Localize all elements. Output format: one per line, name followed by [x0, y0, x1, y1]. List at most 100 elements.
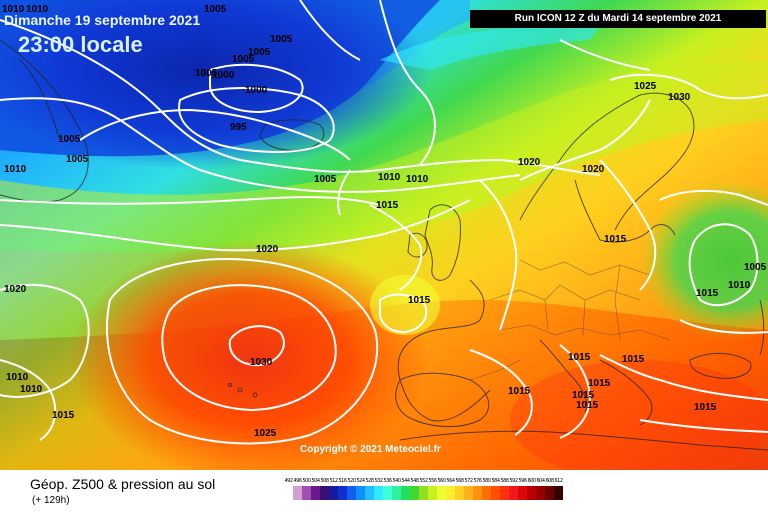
legend-value: 608 — [545, 478, 554, 484]
pressure-label: 1020 — [256, 244, 279, 255]
legend-swatch — [329, 486, 338, 500]
pressure-label: 1015 — [622, 354, 645, 365]
legend-swatch — [374, 486, 383, 500]
legend-swatch — [410, 486, 419, 500]
legend-value: 500 — [302, 478, 311, 484]
pressure-label: 1005 — [744, 262, 767, 273]
country-borders — [469, 259, 671, 381]
legend-value: 572 — [464, 478, 473, 484]
pressure-label: 1015 — [408, 295, 431, 306]
pressure-label: 1015 — [588, 378, 611, 389]
legend-value: 532 — [374, 478, 383, 484]
legend-value: 524 — [356, 478, 365, 484]
legend-value: 576 — [473, 478, 482, 484]
legend-swatch — [392, 486, 401, 500]
legend-value: 536 — [383, 478, 392, 484]
pressure-label: 1005 — [232, 54, 255, 65]
pressure-label: 1030 — [668, 92, 691, 103]
pressure-label: 1010 — [378, 172, 401, 183]
copyright-text: Copyright © 2021 Meteociel.fr — [300, 444, 441, 455]
legend-swatch — [473, 486, 482, 500]
pressure-label: 1015 — [508, 386, 531, 397]
pressure-label: 1005 — [270, 34, 293, 45]
legend-bar — [284, 486, 563, 500]
legend-value: 504 — [311, 478, 320, 484]
pressure-label: 1015 — [52, 410, 75, 421]
legend-swatch — [518, 486, 527, 500]
pressure-label: 1010 — [6, 372, 29, 383]
legend-value: 544 — [401, 478, 410, 484]
pressure-label: 1010 — [406, 174, 429, 185]
forecast-time: 23:00 locale — [18, 32, 143, 57]
legend-value: 592 — [509, 478, 518, 484]
footer-panel: Géop. Z500 & pression au sol (+ 129h) 49… — [0, 470, 768, 512]
legend-swatch — [365, 486, 374, 500]
legend-value: 512 — [329, 478, 338, 484]
legend-swatch — [311, 486, 320, 500]
legend-value: 492 — [284, 478, 293, 484]
legend-swatch — [338, 486, 347, 500]
legend-swatch — [554, 486, 563, 500]
legend-swatch — [491, 486, 500, 500]
legend-swatch — [356, 486, 365, 500]
pressure-label: 1015 — [572, 390, 595, 401]
pressure-label: 1005 — [248, 47, 271, 58]
legend-swatch — [428, 486, 437, 500]
pressure-label: 1010 — [2, 4, 25, 15]
legend-value: 560 — [437, 478, 446, 484]
legend-value: 516 — [338, 478, 347, 484]
pressure-label: 1005 — [204, 4, 227, 15]
legend-value: 604 — [536, 478, 545, 484]
pressure-label: 1020 — [582, 164, 605, 175]
legend-swatch — [347, 486, 356, 500]
pressure-label: 1015 — [604, 234, 627, 245]
pressure-label: 1010 — [728, 280, 751, 291]
pressure-label: 1025 — [634, 81, 657, 92]
legend-swatch — [455, 486, 464, 500]
legend-value: 612 — [554, 478, 563, 484]
chart-title: Géop. Z500 & pression au sol — [30, 476, 216, 492]
legend-value: 552 — [419, 478, 428, 484]
pressure-label: 1005 — [314, 174, 337, 185]
pressure-label: 1015 — [568, 352, 591, 363]
forecast-date: Dimanche 19 septembre 2021 — [4, 12, 201, 28]
legend-value: 496 — [293, 478, 302, 484]
run-banner: Run ICON 12 Z du Mardi 14 septembre 2021 — [470, 10, 766, 28]
legend-value: 568 — [455, 478, 464, 484]
legend-swatch — [500, 486, 509, 500]
legend-swatch — [383, 486, 392, 500]
isobars — [0, 0, 768, 443]
pressure-label: 1030 — [250, 357, 273, 368]
legend-swatch — [437, 486, 446, 500]
pressure-label: 1000 — [212, 70, 235, 81]
legend-swatch — [446, 486, 455, 500]
legend-value: 540 — [392, 478, 401, 484]
pressure-label-group: 1005 1005 1005 1005 1005 1000 1000 995 1… — [2, 4, 767, 439]
forecast-offset: (+ 129h) — [32, 495, 70, 506]
legend-value: 528 — [365, 478, 374, 484]
legend-swatch — [284, 486, 293, 500]
pressure-label: 1010 — [20, 384, 43, 395]
pressure-label: 1000 — [245, 85, 268, 96]
legend-swatch — [509, 486, 518, 500]
legend-value: 520 — [347, 478, 356, 484]
pressure-label: 1020 — [4, 284, 27, 295]
coastlines — [0, 39, 768, 451]
legend-value: 596 — [518, 478, 527, 484]
legend-swatch — [302, 486, 311, 500]
legend-value: 580 — [482, 478, 491, 484]
legend-swatch — [320, 486, 329, 500]
legend-value: 548 — [410, 478, 419, 484]
legend-value: 584 — [491, 478, 500, 484]
pressure-label: 1015 — [694, 402, 717, 413]
pressure-label: 1025 — [254, 428, 277, 439]
legend-swatch — [464, 486, 473, 500]
legend-swatch — [545, 486, 554, 500]
legend-value: 564 — [446, 478, 455, 484]
pressure-label: 1010 — [26, 4, 49, 15]
pressure-label: 1020 — [518, 157, 541, 168]
weather-map: 1005 1005 1005 1005 1005 1000 1000 995 1… — [0, 0, 768, 470]
pressure-label: 1015 — [696, 288, 719, 299]
legend-swatch — [527, 486, 536, 500]
legend-value: 600 — [527, 478, 536, 484]
